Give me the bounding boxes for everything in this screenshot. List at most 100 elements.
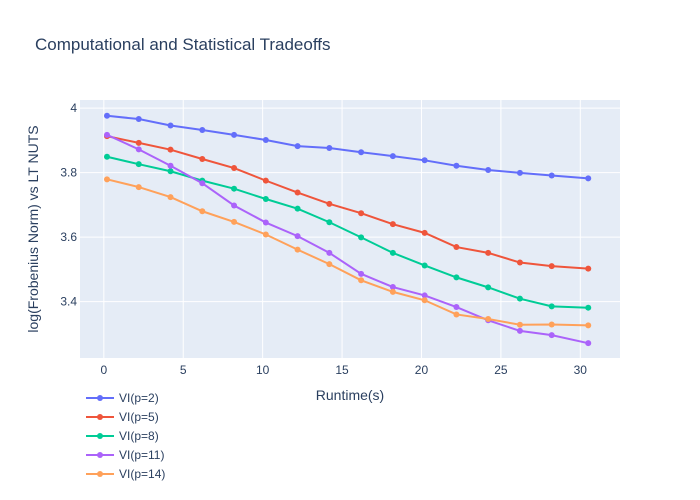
data-point (326, 219, 333, 226)
data-point (516, 295, 523, 302)
legend-swatch-marker (97, 395, 103, 401)
data-point (199, 126, 206, 133)
data-point (167, 146, 174, 153)
legend-swatch-marker (97, 452, 103, 458)
data-point (485, 166, 492, 173)
data-point (294, 143, 301, 150)
data-point (389, 284, 396, 291)
series-lines (104, 112, 592, 347)
data-point (104, 153, 110, 160)
data-point (167, 194, 174, 201)
y-axis-title: log(Frobenius Norm) vs LT NUTS (25, 125, 41, 332)
series-3 (104, 153, 592, 311)
data-point (453, 162, 460, 169)
legend-item[interactable]: VI(p=14) (86, 467, 165, 481)
data-point (231, 185, 238, 192)
data-point (485, 315, 492, 322)
series-line (106, 133, 589, 345)
data-point (167, 162, 174, 169)
series-5 (104, 176, 592, 329)
data-point (326, 261, 333, 268)
data-point (548, 303, 555, 310)
data-point (135, 184, 142, 191)
data-point (199, 180, 206, 187)
data-point (389, 221, 396, 228)
legend[interactable]: VI(p=2) VI(p=5) VI(p=8) VI(p=11) VI(p=14) (86, 391, 165, 481)
data-point (485, 249, 492, 256)
data-point (548, 321, 555, 328)
data-point (262, 136, 269, 143)
grid-lines (80, 100, 620, 358)
data-point (167, 122, 174, 129)
data-point (199, 156, 206, 163)
data-point (389, 288, 396, 295)
legend-item[interactable]: VI(p=11) (86, 448, 164, 462)
data-point (104, 176, 110, 183)
data-point (453, 311, 460, 318)
y-tick-label: 4 (70, 101, 77, 115)
data-point (453, 244, 460, 251)
data-point (294, 189, 301, 196)
data-point (294, 246, 301, 253)
data-point (358, 149, 365, 156)
data-point (358, 210, 365, 217)
data-point (231, 131, 238, 138)
series-line (106, 114, 589, 180)
data-point (231, 165, 238, 172)
data-point (421, 297, 428, 304)
data-point (516, 259, 523, 266)
data-point (548, 172, 555, 179)
data-point (453, 304, 460, 311)
data-point (135, 146, 142, 153)
data-point (104, 131, 110, 138)
data-point (199, 208, 206, 215)
data-point (262, 231, 269, 238)
data-point (548, 263, 555, 270)
series-line (106, 135, 589, 270)
data-point (326, 200, 333, 207)
data-point (104, 112, 110, 119)
legend-swatch-marker (97, 471, 103, 477)
y-tick-label: 3.8 (60, 166, 77, 180)
data-point (167, 168, 174, 175)
data-point (358, 234, 365, 241)
data-point (548, 332, 555, 339)
legend-item[interactable]: VI(p=2) (86, 391, 159, 405)
data-point (585, 322, 592, 329)
legend-label: VI(p=14) (119, 467, 165, 481)
x-tick-label: 15 (335, 363, 349, 377)
data-point (516, 321, 523, 328)
x-axis-title: Runtime(s) (316, 387, 384, 403)
data-point (485, 284, 492, 291)
series-2 (104, 133, 592, 272)
data-point (231, 218, 238, 225)
x-tick-label: 20 (415, 363, 429, 377)
data-point (585, 340, 592, 347)
data-point (231, 202, 238, 209)
legend-swatch-marker (97, 414, 103, 420)
legend-item[interactable]: VI(p=8) (86, 429, 159, 443)
data-point (585, 175, 592, 182)
data-point (294, 205, 301, 212)
data-point (585, 304, 592, 311)
data-point (326, 249, 333, 256)
data-point (421, 292, 428, 299)
x-tick-label: 0 (100, 363, 107, 377)
data-point (358, 277, 365, 284)
legend-label: VI(p=5) (119, 410, 159, 424)
x-tick-label: 10 (256, 363, 270, 377)
y-tick-labels: 3.4 3.6 3.8 4 (60, 101, 77, 309)
data-point (262, 177, 269, 184)
data-point (453, 274, 460, 281)
data-point (326, 145, 333, 152)
x-tick-labels: 0 5 10 15 20 25 30 (100, 363, 587, 377)
series-line (106, 178, 589, 327)
legend-item[interactable]: VI(p=5) (86, 410, 159, 424)
data-point (421, 229, 428, 236)
series-4 (104, 131, 592, 347)
series-1 (104, 112, 592, 182)
data-point (421, 157, 428, 164)
data-point (389, 153, 396, 160)
data-point (294, 233, 301, 240)
y-tick-label: 3.4 (60, 295, 77, 309)
